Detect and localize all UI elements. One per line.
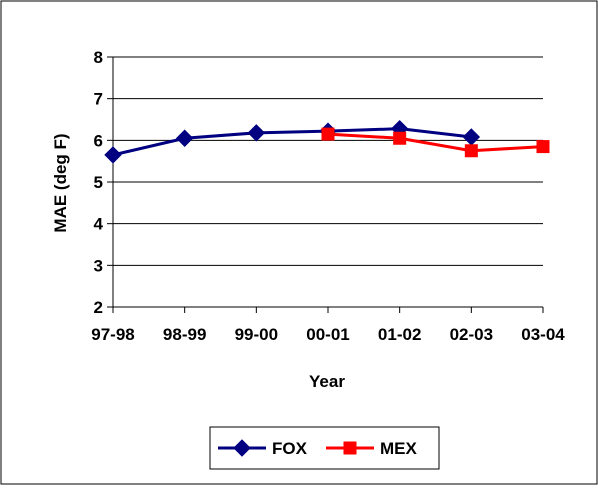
y-tick-label: 3 xyxy=(94,256,103,275)
x-tick-label: 00-01 xyxy=(306,325,349,344)
series-line-fox xyxy=(112,127,472,157)
y-tick-label: 7 xyxy=(94,90,103,109)
series-layer xyxy=(104,119,550,164)
series-line-mex xyxy=(327,132,544,153)
y-axis-title: MAE (deg F) xyxy=(51,133,70,232)
x-tick-label: 01-02 xyxy=(378,325,421,344)
legend: FOX MEX xyxy=(209,426,440,470)
data-point-mex-02-03 xyxy=(464,144,478,158)
data-point-mex-01-02 xyxy=(393,131,407,145)
data-point-fox-97-98 xyxy=(104,146,122,164)
data-point-mex-03-04 xyxy=(536,140,550,154)
x-tick-label: 03-04 xyxy=(521,325,565,344)
y-tick-label: 5 xyxy=(94,173,103,192)
axes: 2 3 4 5 6 7 8 97-98 98-99 99-00 00-01 01-02 02-03 03-… xyxy=(91,48,565,344)
legend-label-fox: FOX xyxy=(272,439,308,458)
data-point-mex-00-01 xyxy=(321,127,335,141)
x-tick-label: 97-98 xyxy=(91,325,134,344)
x-tick-label: 02-03 xyxy=(450,325,493,344)
legend-marker-mex xyxy=(343,441,357,455)
x-tick-label: 99-00 xyxy=(235,325,278,344)
y-tick-label: 8 xyxy=(94,48,103,67)
data-point-fox-98-99 xyxy=(175,129,194,147)
y-tick-label: 6 xyxy=(94,131,103,150)
x-axis-title: Year xyxy=(309,372,345,391)
data-point-fox-99-00 xyxy=(247,124,266,142)
y-tick-label: 4 xyxy=(94,215,104,234)
legend-marker-fox xyxy=(233,439,251,457)
y-tick-label: 2 xyxy=(94,298,103,317)
x-tick-label: 98-99 xyxy=(163,325,206,344)
legend-label-mex: MEX xyxy=(380,439,418,458)
